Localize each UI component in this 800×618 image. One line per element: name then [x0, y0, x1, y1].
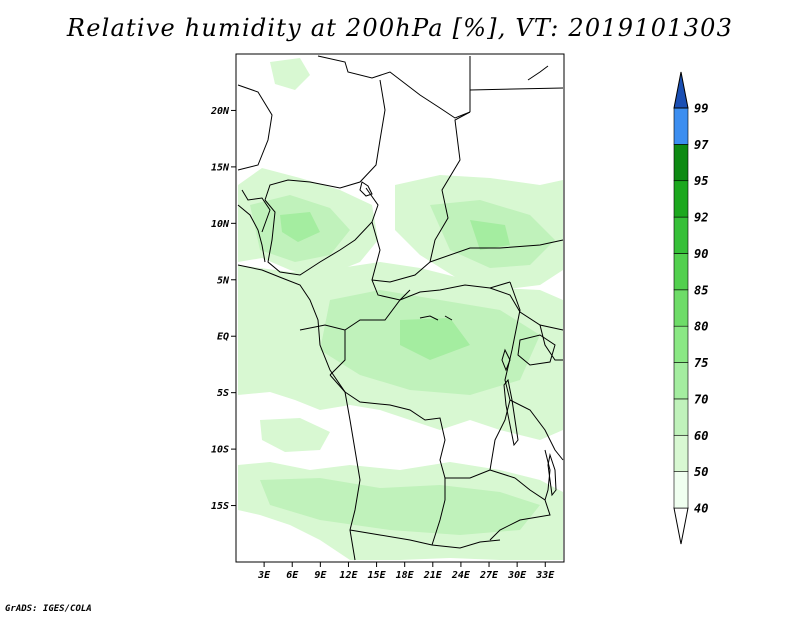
- lon-tick-label: 3E: [257, 570, 271, 581]
- colorbar-label: 70: [694, 392, 708, 406]
- humidity-blob-north-tip: [270, 58, 310, 90]
- lat-tick-label: 10S: [211, 445, 229, 456]
- lat-tick-label: 20N: [210, 106, 230, 117]
- border-angola-zambia: [431, 478, 446, 546]
- border-west-africa-coast: [237, 204, 266, 263]
- lat-tick-label: 5S: [217, 388, 229, 399]
- colorbar-label: 75: [694, 356, 708, 370]
- colorbar-band: [673, 325, 689, 363]
- colorbar-label: 90: [694, 247, 708, 261]
- border-libya-egypt: [469, 87, 564, 91]
- colorbar-band: [673, 107, 689, 145]
- colorbar-above-arrow: [673, 71, 689, 109]
- colorbar-band: [673, 253, 689, 291]
- border-tanzania: [509, 399, 564, 461]
- humidity-field-dark: [280, 212, 510, 360]
- border-malawi: [544, 449, 551, 501]
- border-mali-niger: [237, 84, 273, 171]
- lon-tick-label: 18E: [396, 570, 415, 581]
- border-sudan-southsudan: [429, 239, 564, 263]
- colorbar-band: [673, 398, 689, 436]
- humidity-field: [238, 58, 563, 560]
- map-title: Relative humidity at 200hPa [%], VT: 201…: [66, 14, 734, 42]
- lon-tick-label: 33E: [535, 570, 555, 581]
- lake-tanganyika: [503, 378, 519, 447]
- colorbar-below-arrow: [673, 507, 689, 545]
- humidity-blob-southwest: [260, 418, 330, 452]
- colorbar-label: 40: [694, 502, 708, 516]
- border-cameroon-car: [371, 221, 511, 301]
- humidity-core-south: [260, 478, 540, 535]
- grads-credit: GrADS: IGES/COLA: [5, 604, 92, 614]
- colorbar-band: [673, 362, 689, 400]
- colorbar-band: [673, 289, 689, 327]
- border-chad-sudan: [371, 111, 471, 283]
- lon-tick-label: 6E: [286, 570, 299, 581]
- border-uganda-kenya: [539, 324, 563, 361]
- lon-tick-label: 15E: [368, 570, 387, 581]
- humidity-peak-3: [400, 318, 470, 360]
- lat-tick-label: EQ: [217, 332, 229, 343]
- border-gabon: [299, 324, 346, 376]
- border-nigeria-cameroon: [264, 187, 379, 276]
- lon-tick-label: 9E: [314, 570, 327, 581]
- lake-chad: [359, 181, 373, 197]
- lake-congo-2: [444, 315, 453, 321]
- lake-congo-1: [419, 315, 439, 321]
- colorbar-label: 85: [694, 283, 708, 297]
- border-congo-drc: [344, 289, 411, 331]
- colorbar-label: 60: [694, 429, 708, 443]
- lon-tick-label: 24E: [451, 570, 471, 581]
- colorbar-band: [673, 180, 689, 218]
- colorbar-band: [673, 471, 689, 509]
- border-west-africa-inner: [241, 189, 271, 233]
- lon-tick-label: 21E: [423, 570, 443, 581]
- colorbar-label: 95: [694, 174, 708, 188]
- border-zambia-east: [489, 477, 551, 541]
- colorbar-band: [673, 216, 689, 254]
- border-west-coast: [237, 264, 361, 561]
- humidity-peak-1: [280, 212, 320, 242]
- humidity-peak-2: [470, 220, 510, 250]
- colorbar-band: [673, 144, 689, 182]
- lon-tick-label: 27E: [479, 570, 499, 581]
- colorbar-label: 92: [694, 211, 708, 225]
- colorbar-label: 50: [694, 465, 708, 479]
- lat-tick-label: 15N: [211, 162, 230, 173]
- colorbar-label: 80: [694, 320, 708, 334]
- colorbar-label: 97: [694, 138, 709, 152]
- colorbar: 40 50 60 70 75 80 85 90 92 95 97 99: [673, 71, 709, 545]
- lake-kivu: [501, 348, 511, 372]
- border-algeria-niger: [317, 55, 471, 119]
- lon-tick-label: 30E: [507, 570, 527, 581]
- border-drc-angola: [344, 391, 491, 479]
- colorbar-label: 99: [694, 102, 708, 116]
- lon-tick-label: 12E: [339, 570, 358, 581]
- border-angola-namibia: [349, 529, 501, 549]
- lake-malawi: [547, 453, 557, 497]
- map-borders: [237, 55, 564, 561]
- longitude-axis: 3E 6E 9E 12E 15E 18E 21E 24E 27E 30E 33E: [257, 562, 555, 581]
- lat-tick-label: 10N: [211, 219, 230, 230]
- lat-tick-label: 15S: [211, 501, 229, 512]
- lake-victoria: [517, 334, 556, 366]
- border-niger-chad: [264, 79, 386, 201]
- colorbar-band: [673, 434, 689, 472]
- nile-red-sea-coast: [527, 65, 549, 81]
- lat-tick-label: 5N: [217, 275, 230, 286]
- map-frame: [235, 53, 565, 563]
- latitude-axis: 20N 15N 10N 5N EQ 5S 10S 15S: [210, 106, 236, 512]
